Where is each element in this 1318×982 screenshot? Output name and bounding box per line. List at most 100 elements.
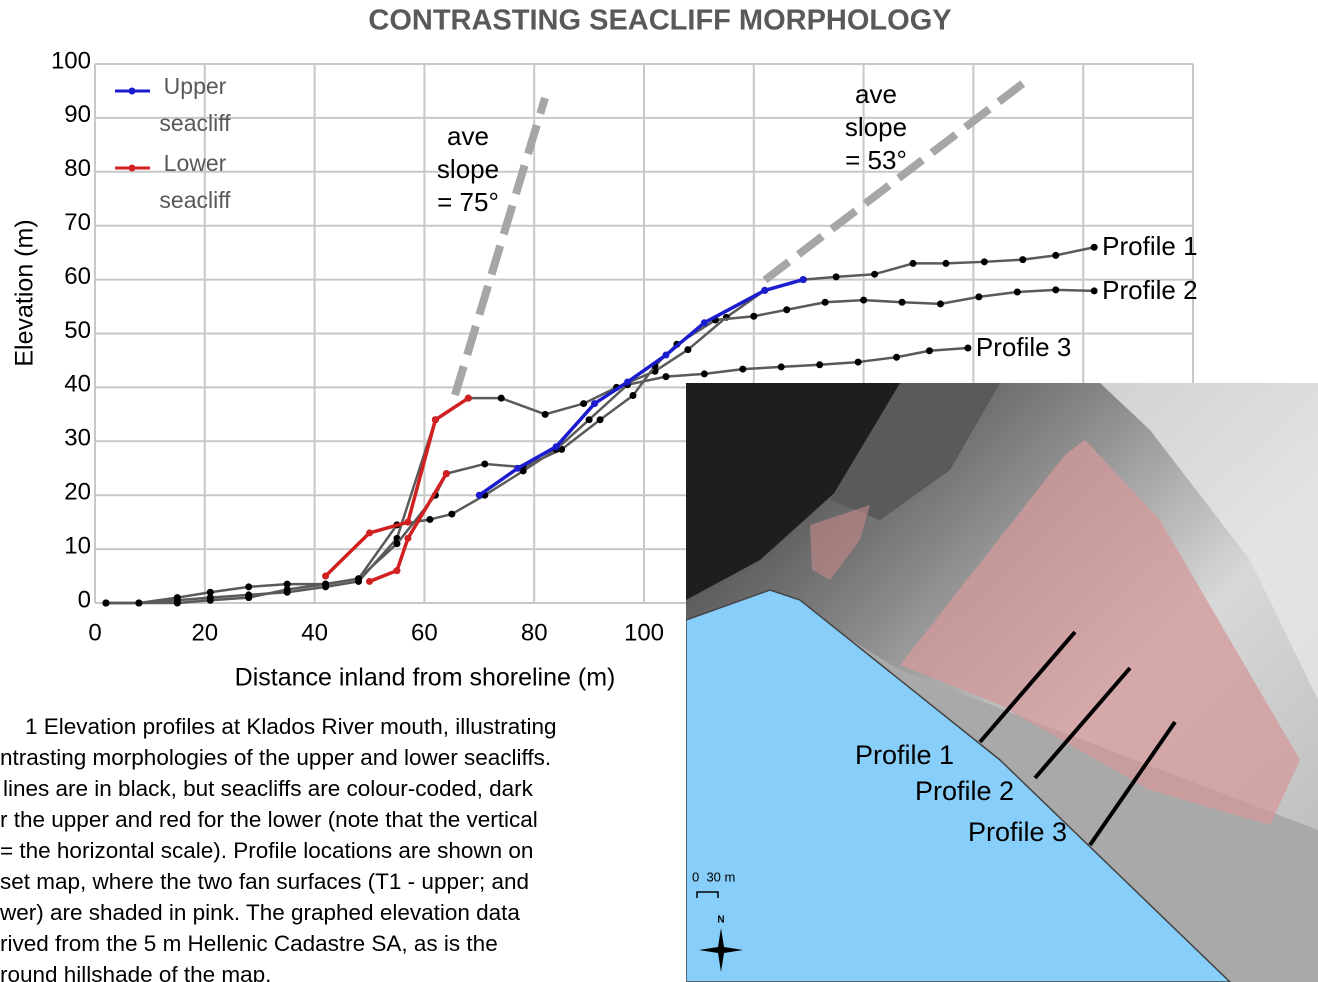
point [750, 313, 757, 320]
point [355, 575, 362, 582]
legend-swatch [129, 88, 136, 95]
point [937, 300, 944, 307]
point [783, 306, 790, 313]
point [630, 392, 637, 399]
y-tick-label: 60 [64, 263, 91, 290]
point [662, 373, 669, 380]
caption-line: r the upper and red for the lower (note … [0, 807, 538, 832]
x-tick-label: 100 [624, 619, 664, 646]
point [426, 516, 433, 523]
point [481, 460, 488, 467]
series-label: Profile 2 [1102, 275, 1197, 305]
point [135, 600, 142, 607]
y-axis-title: Elevation (m) [11, 219, 39, 366]
point [514, 465, 521, 472]
point [322, 581, 329, 588]
point [465, 395, 472, 402]
y-tick-label: 70 [64, 209, 91, 236]
caption-line: lines are in black, but seacliffs are co… [3, 776, 534, 801]
point [580, 400, 587, 407]
point [860, 297, 867, 304]
caption: 1 Elevation profiles at Klados River mou… [0, 714, 557, 982]
y-tick-label: 30 [64, 425, 91, 452]
legend-label: Upper seacliff [140, 68, 250, 142]
caption-line: rived from the 5 m Hellenic Cadastre SA,… [0, 931, 498, 956]
point [586, 416, 593, 423]
point [322, 573, 329, 580]
point [366, 578, 373, 585]
point [1091, 244, 1098, 251]
point [816, 361, 823, 368]
point [800, 276, 807, 283]
point [1019, 256, 1026, 263]
caption-line: wer) are shaded in pink. The graphed ele… [0, 900, 520, 925]
x-axis-title: Distance inland from shoreline (m) [235, 664, 616, 692]
y-tick-label: 50 [64, 317, 91, 344]
point [1091, 287, 1098, 294]
page: {"chart_data":{"type":"line","title":"CO… [0, 0, 1318, 982]
series-label: Profile 3 [976, 332, 1071, 362]
map-label: Profile 1 [855, 740, 954, 770]
point [684, 346, 691, 353]
point [432, 416, 439, 423]
point [910, 260, 917, 267]
caption-line: 1 Elevation profiles at Klados River mou… [25, 714, 557, 739]
point [761, 287, 768, 294]
annotation: = 75° [437, 187, 499, 217]
scale-label: 0 30 m [692, 869, 735, 884]
point [1052, 286, 1059, 293]
x-tick-label: 20 [191, 619, 218, 646]
point [245, 594, 252, 601]
annotation: = 53° [845, 145, 907, 175]
x-tick-label: 40 [301, 619, 328, 646]
point [624, 379, 631, 386]
legend-swatch [129, 165, 136, 172]
point [245, 583, 252, 590]
x-tick-label: 80 [521, 619, 548, 646]
point [1014, 288, 1021, 295]
point [975, 293, 982, 300]
point [942, 260, 949, 267]
y-tick-label: 0 [78, 586, 91, 613]
point [597, 416, 604, 423]
north-label: N [717, 915, 724, 926]
point [899, 299, 906, 306]
caption-line: = the horizontal scale). Profile locatio… [0, 838, 533, 863]
point [855, 359, 862, 366]
point [448, 511, 455, 518]
map-label: Profile 3 [968, 817, 1067, 847]
point [739, 366, 746, 373]
point [174, 594, 181, 601]
point [393, 540, 400, 547]
caption-line: ntrasting morphologies of the upper and … [0, 745, 551, 770]
point [701, 370, 708, 377]
x-tick-label: 0 [88, 619, 101, 646]
annotation: slope [845, 112, 907, 142]
point [926, 347, 933, 354]
point [498, 395, 505, 402]
point [871, 271, 878, 278]
inset-map: Profile 1 Profile 2 Profile 3 0 30 m N [686, 383, 1318, 982]
point [822, 299, 829, 306]
point [476, 492, 483, 499]
point [542, 411, 549, 418]
point [284, 581, 291, 588]
point [778, 363, 785, 370]
point [553, 443, 560, 450]
y-tick-label: 20 [64, 479, 91, 506]
caption-line: round hillshade of the map. [0, 962, 271, 982]
x-tick-label: 60 [411, 619, 438, 646]
point [207, 597, 214, 604]
point [366, 529, 373, 536]
point [207, 589, 214, 596]
caption-line: set map, where the two fan surfaces (T1 … [0, 869, 529, 894]
point [833, 273, 840, 280]
point [1052, 252, 1059, 259]
point [404, 535, 411, 542]
point [404, 519, 411, 526]
point [102, 600, 109, 607]
annotation: ave [447, 121, 489, 151]
y-tick-label: 100 [51, 47, 91, 74]
slope-guide [765, 78, 1030, 280]
legend-label: Lower seacliff [140, 145, 250, 219]
